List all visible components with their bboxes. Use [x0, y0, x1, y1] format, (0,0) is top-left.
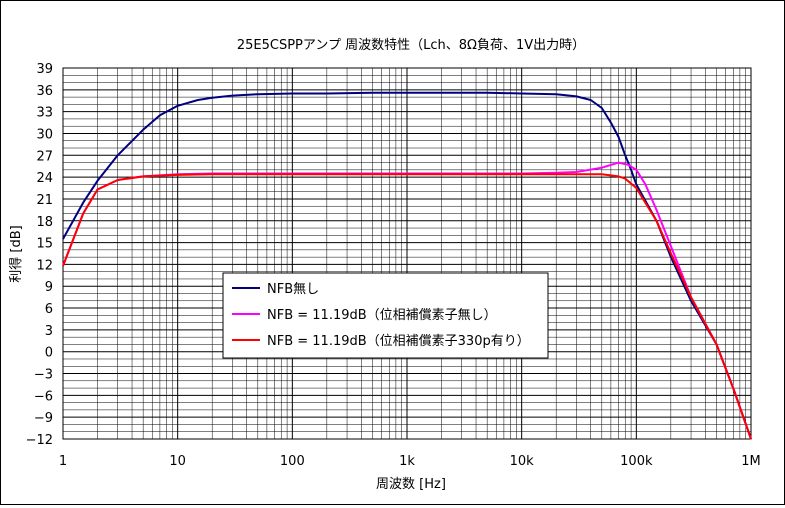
y-tick-label: 21	[36, 193, 53, 208]
grid	[62, 67, 751, 440]
y-tick-label: 39	[36, 62, 53, 77]
plot-area-border	[62, 67, 752, 440]
y-tick-label: −9	[34, 411, 53, 426]
y-tick-label: −12	[26, 433, 53, 448]
chart-title: 25E5CSPPアンプ 周波数特性（Lch、8Ω負荷、1V出力時）	[237, 38, 585, 53]
y-tick-label: 9	[45, 280, 53, 295]
legend-label-3: NFB = 11.19dB（位相補償素子330p有り）	[267, 334, 530, 349]
x-tick-label: 100k	[620, 454, 653, 469]
x-tick-label: 10	[169, 454, 186, 469]
y-tick-label: 12	[36, 258, 53, 273]
y-tick-label: 15	[36, 237, 53, 252]
legend-label-1: NFB無し	[267, 282, 319, 297]
x-axis-label: 周波数 [Hz]	[376, 477, 446, 492]
y-tick-label: 36	[36, 84, 53, 99]
series-lines	[62, 91, 752, 440]
y-tick-label: 18	[36, 215, 53, 230]
y-tick-label: −6	[34, 389, 53, 404]
y-tick-label: 27	[36, 149, 53, 164]
legend: NFB無し NFB = 11.19dB（位相補償素子無し） NFB = 11.19d…	[222, 272, 549, 359]
series-line-3	[62, 173, 752, 440]
x-tick-label: 100	[280, 454, 305, 469]
y-tick-label: 3	[45, 324, 53, 339]
x-tick-label: 10k	[510, 454, 535, 469]
y-tick-label: 24	[36, 171, 53, 186]
y-tick-label: 6	[45, 302, 53, 317]
y-tick-label: 30	[36, 127, 53, 142]
x-tick-label: 1M	[741, 454, 761, 469]
y-tick-label: 0	[45, 346, 53, 361]
legend-box	[222, 272, 549, 359]
legend-label-2: NFB = 11.19dB（位相補償素子無し）	[267, 308, 497, 323]
x-tick-label: 1	[59, 454, 67, 469]
y-tick-label: 33	[36, 106, 53, 121]
x-tick-label: 1k	[399, 454, 415, 469]
y-axis-label: 利得 [dB]	[8, 225, 24, 282]
y-tick-label: −3	[34, 368, 53, 383]
